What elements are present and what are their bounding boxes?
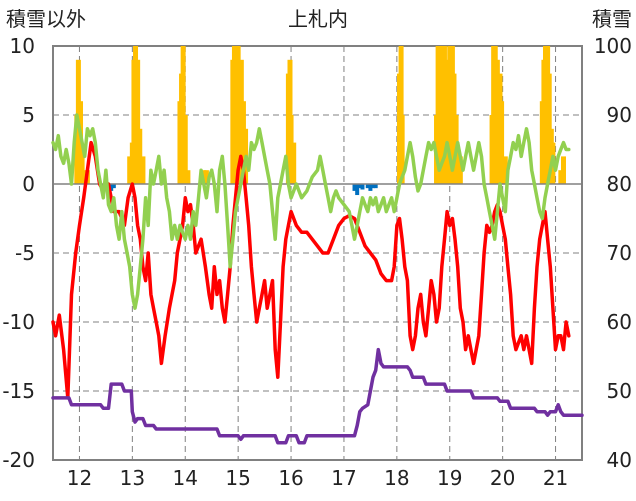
precip-bar — [127, 156, 133, 184]
negative-bar — [357, 184, 362, 189]
negative-bar — [111, 184, 116, 189]
negative-bar — [373, 184, 378, 189]
precip-bar — [182, 115, 188, 184]
y-tick-label-right: 90 — [607, 103, 632, 127]
chart-title: 上札内 — [288, 7, 348, 31]
negative-bar — [368, 184, 373, 191]
series-line-green — [51, 113, 571, 310]
negative-bar — [355, 184, 360, 196]
negative-bar — [352, 184, 357, 191]
negative-bar — [371, 184, 376, 189]
x-tick-label: 16 — [278, 466, 303, 490]
x-tick-label: 14 — [173, 466, 198, 490]
precip-bar — [288, 115, 294, 184]
precip-bar — [140, 156, 146, 184]
x-tick-label: 18 — [384, 466, 409, 490]
y-tick-label-left: -10 — [2, 310, 35, 334]
x-tick-label: 21 — [543, 466, 568, 490]
precip-bar — [135, 59, 141, 184]
precip-bar — [203, 170, 209, 184]
precip-bar — [137, 128, 143, 184]
y-tick-label-left: 10 — [10, 34, 35, 58]
precip-bar — [447, 46, 453, 184]
x-tick-label: 20 — [490, 466, 515, 490]
precip-bar — [457, 156, 463, 184]
y-tick-label-right: 50 — [607, 379, 632, 403]
y-tick-label-left: 5 — [22, 103, 35, 127]
precip-bar — [79, 156, 85, 184]
negative-bar — [360, 184, 365, 190]
y-tick-label-left: 0 — [22, 172, 35, 196]
x-tick-label: 17 — [331, 466, 356, 490]
y-tick-label-left: -20 — [2, 448, 35, 472]
y-tick-label-right: 40 — [607, 448, 632, 472]
x-tick-label: 19 — [437, 466, 462, 490]
y-tick-label-right: 100 — [594, 34, 632, 58]
precip-bar — [185, 170, 191, 184]
y-tick-label-left: -5 — [15, 241, 35, 265]
x-tick-label: 15 — [225, 466, 250, 490]
x-tick-label: 12 — [67, 466, 92, 490]
precip-bar — [399, 115, 405, 184]
y-tick-label-right: 80 — [607, 172, 632, 196]
grid-lines — [53, 46, 582, 460]
precip-bar — [499, 101, 505, 184]
y-tick-label-right: 60 — [607, 310, 632, 334]
series-line-purple — [51, 347, 584, 445]
negative-bar — [365, 184, 370, 189]
y-tick-label-left: -15 — [2, 379, 35, 403]
precip-bar — [560, 156, 566, 184]
precip-bar — [291, 142, 297, 184]
precip-bar — [558, 170, 564, 184]
y-axis-label-left: 積雪以外 — [6, 7, 86, 31]
precip-bar — [502, 156, 508, 184]
y-tick-label-right: 70 — [607, 241, 632, 265]
negative-bar — [109, 184, 114, 191]
x-tick-label: 13 — [120, 466, 145, 490]
y-axis-label-right: 積雪 — [592, 7, 632, 31]
series-lines — [51, 113, 584, 445]
precip-bar — [494, 59, 500, 184]
